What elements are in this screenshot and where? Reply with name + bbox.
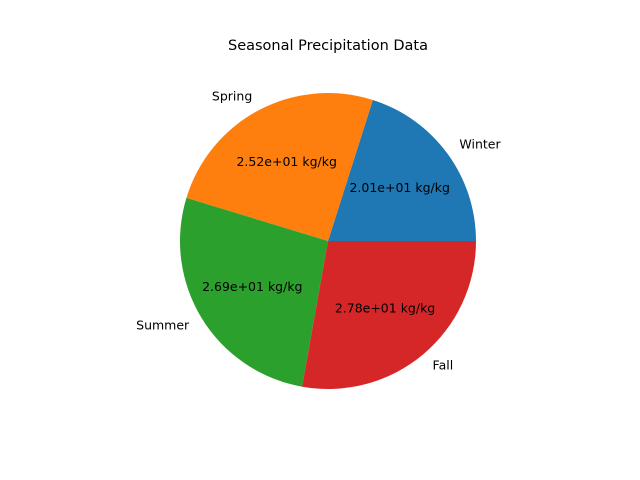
slice-value-label-winter: 2.01e+01 kg/kg xyxy=(349,180,449,195)
slice-label-summer: Summer xyxy=(136,318,190,333)
pie-slices xyxy=(179,92,477,390)
slice-label-winter: Winter xyxy=(459,136,501,151)
chart-title: Seasonal Precipitation Data xyxy=(228,38,428,54)
slice-fall xyxy=(302,241,476,390)
slice-value-label-spring: 2.52e+01 kg/kg xyxy=(236,154,336,169)
slice-label-fall: Fall xyxy=(433,357,454,372)
slice-spring xyxy=(186,92,373,241)
slice-summer xyxy=(179,197,328,387)
slice-value-label-fall: 2.78e+01 kg/kg xyxy=(335,301,435,316)
slice-label-spring: Spring xyxy=(212,88,252,103)
slice-winter xyxy=(328,99,477,241)
pie-labels: Winter 2.01e+01 kg/kg Spring 2.52e+01 kg/kg… xyxy=(136,88,501,372)
slice-value-label-summer: 2.69e+01 kg/kg xyxy=(202,279,302,294)
